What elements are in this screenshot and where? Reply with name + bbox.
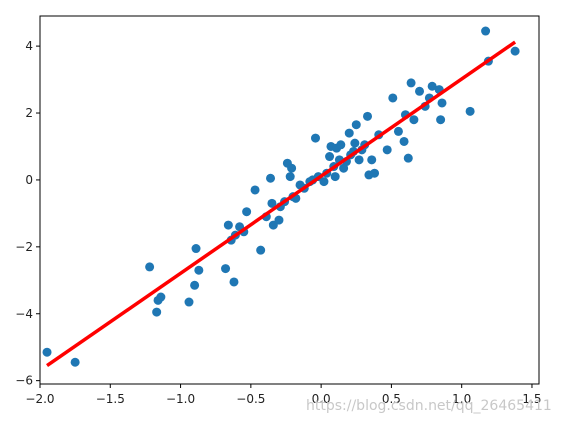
data-point-7 xyxy=(190,280,200,290)
data-point-28 xyxy=(285,172,295,182)
data-point-29 xyxy=(287,163,297,173)
y-tick-label-1: −4 xyxy=(15,307,33,321)
data-point-64 xyxy=(393,126,403,136)
fit-line-layer xyxy=(46,40,517,368)
x-axis: −2.0 −1.5 −1.0 −0.5 0.0 0.5 1.0 1.5 xyxy=(25,384,542,406)
data-point-10 xyxy=(221,264,231,274)
data-point-0 xyxy=(42,347,52,357)
data-point-73 xyxy=(427,81,437,91)
fit-line xyxy=(46,40,517,368)
data-point-80 xyxy=(510,46,520,56)
data-point-78 xyxy=(481,26,491,36)
x-tick-label-7: 1.5 xyxy=(522,392,541,406)
plot-frame xyxy=(39,15,540,385)
data-point-9 xyxy=(194,265,204,275)
data-point-2 xyxy=(145,262,155,272)
data-point-46 xyxy=(336,140,346,150)
x-tick-label-6: 1.0 xyxy=(452,392,471,406)
watermark-text: https://blog.csdn.net/qq_26465411 xyxy=(306,398,552,414)
data-point-5 xyxy=(156,292,166,302)
data-point-69 xyxy=(409,115,419,125)
data-point-65 xyxy=(399,136,409,146)
data-point-17 xyxy=(242,207,252,217)
data-point-38 xyxy=(319,177,329,187)
data-point-1 xyxy=(70,357,80,367)
x-tick-label-0: −2.0 xyxy=(25,392,54,406)
data-point-40 xyxy=(325,152,335,162)
data-point-63 xyxy=(388,93,398,103)
x-tick-label-1: −1.5 xyxy=(96,392,125,406)
data-point-18 xyxy=(250,185,260,195)
data-point-75 xyxy=(437,98,447,108)
y-tick-label-2: −2 xyxy=(15,240,33,254)
data-point-70 xyxy=(415,86,425,96)
data-point-21 xyxy=(266,173,276,183)
data-point-19 xyxy=(256,245,266,255)
data-point-8 xyxy=(191,244,201,254)
data-point-67 xyxy=(403,153,413,163)
data-point-76 xyxy=(436,115,446,125)
data-point-68 xyxy=(406,78,416,88)
data-point-11 xyxy=(223,220,233,230)
data-point-77 xyxy=(465,106,475,116)
y-tick-label-3: 0 xyxy=(25,173,33,187)
x-tick-label-3: −0.5 xyxy=(236,392,265,406)
data-point-54 xyxy=(354,155,364,165)
x-tick-label-4: 0.0 xyxy=(312,392,331,406)
data-point-49 xyxy=(344,128,354,138)
data-point-62 xyxy=(382,145,392,155)
y-axis: −6 −4 −2 0 2 4 xyxy=(15,39,40,388)
data-point-24 xyxy=(274,215,284,225)
data-point-52 xyxy=(350,138,360,148)
data-point-43 xyxy=(330,172,340,182)
data-point-57 xyxy=(363,111,373,121)
data-point-59 xyxy=(367,155,377,165)
data-point-6 xyxy=(184,297,194,307)
data-point-13 xyxy=(229,277,239,287)
data-point-3 xyxy=(152,307,162,317)
x-tick-label-5: 0.5 xyxy=(382,392,401,406)
y-tick-label-4: 2 xyxy=(25,106,33,120)
data-point-60 xyxy=(370,168,380,178)
data-point-22 xyxy=(267,198,277,208)
y-tick-label-0: −6 xyxy=(15,374,33,388)
y-tick-label-5: 4 xyxy=(25,39,33,53)
x-tick-label-2: −1.0 xyxy=(166,392,195,406)
data-point-36 xyxy=(311,133,320,143)
data-point-53 xyxy=(351,120,361,130)
